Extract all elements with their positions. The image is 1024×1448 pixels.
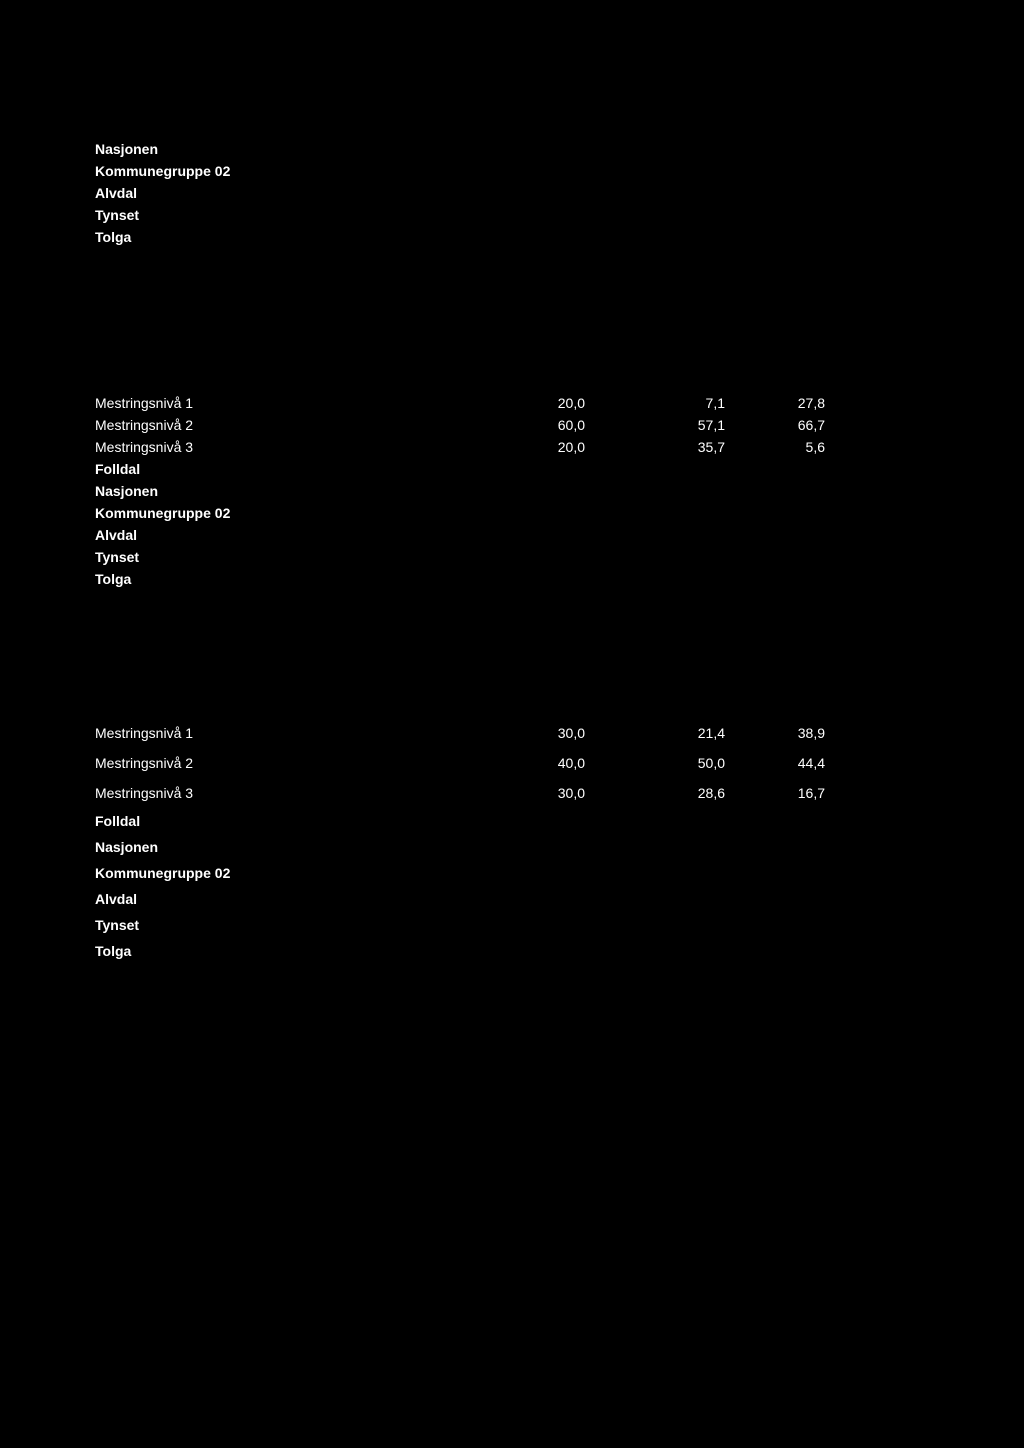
item-label: Kommunegruppe 02: [95, 865, 230, 881]
table-row: Mestringsnivå 3 30,0 28,6 16,7: [95, 778, 929, 808]
item-label: Folldal: [95, 461, 140, 477]
cell-value: 30,0: [465, 785, 585, 801]
item-label: Tynset: [95, 549, 139, 565]
list-item: Kommunegruppe 02: [95, 502, 929, 524]
list-item: Nasjonen: [95, 138, 929, 160]
cell-value: 20,0: [465, 395, 585, 411]
cell-value: 44,4: [725, 755, 825, 771]
cell-value: 21,4: [585, 725, 725, 741]
cell-value: 50,0: [585, 755, 725, 771]
item-label: Nasjonen: [95, 483, 158, 499]
cell-value: 35,7: [585, 439, 725, 455]
cell-value: 60,0: [465, 417, 585, 433]
row-label: Mestringsnivå 1: [95, 395, 465, 411]
item-label: Alvdal: [95, 891, 137, 907]
cell-value: 40,0: [465, 755, 585, 771]
cell-value: 20,0: [465, 439, 585, 455]
cell-value: 57,1: [585, 417, 725, 433]
table-row: Mestringsnivå 2 40,0 50,0 44,4: [95, 748, 929, 778]
row-label: Mestringsnivå 1: [95, 725, 465, 741]
list-item: Tolga: [95, 226, 929, 248]
list-item: Tolga: [95, 568, 929, 590]
list-item: Alvdal: [95, 886, 929, 912]
item-label: Kommunegruppe 02: [95, 163, 230, 179]
list-item: Tolga: [95, 938, 929, 964]
item-label: Tolga: [95, 571, 131, 587]
row-label: Mestringsnivå 2: [95, 755, 465, 771]
list-item: Nasjonen: [95, 834, 929, 860]
cell-value: 27,8: [725, 395, 825, 411]
block-1: Nasjonen Kommunegruppe 02 Alvdal Tynset …: [95, 138, 929, 248]
item-label: Nasjonen: [95, 141, 158, 157]
table-row: Mestringsnivå 1 30,0 21,4 38,9: [95, 718, 929, 748]
cell-value: 7,1: [585, 395, 725, 411]
list-item: Folldal: [95, 808, 929, 834]
list-item: Kommunegruppe 02: [95, 160, 929, 182]
item-label: Alvdal: [95, 185, 137, 201]
row-label: Mestringsnivå 3: [95, 785, 465, 801]
item-label: Tynset: [95, 207, 139, 223]
item-label: Tolga: [95, 229, 131, 245]
row-label: Mestringsnivå 2: [95, 417, 465, 433]
item-label: Tolga: [95, 943, 131, 959]
list-item: Alvdal: [95, 524, 929, 546]
cell-value: 30,0: [465, 725, 585, 741]
cell-value: 16,7: [725, 785, 825, 801]
list-item: Tynset: [95, 204, 929, 226]
list-item: Tynset: [95, 546, 929, 568]
table-row: Mestringsnivå 2 60,0 57,1 66,7: [95, 414, 929, 436]
list-item: Alvdal: [95, 182, 929, 204]
row-label: Mestringsnivå 3: [95, 439, 465, 455]
item-label: Tynset: [95, 917, 139, 933]
cell-value: 66,7: [725, 417, 825, 433]
list-item: Tynset: [95, 912, 929, 938]
table-row: Mestringsnivå 1 20,0 7,1 27,8: [95, 392, 929, 414]
list-item: Nasjonen: [95, 480, 929, 502]
item-label: Folldal: [95, 813, 140, 829]
cell-value: 5,6: [725, 439, 825, 455]
cell-value: 38,9: [725, 725, 825, 741]
block-3: Mestringsnivå 1 30,0 21,4 38,9 Mestrings…: [95, 718, 929, 964]
list-item: Kommunegruppe 02: [95, 860, 929, 886]
item-label: Kommunegruppe 02: [95, 505, 230, 521]
cell-value: 28,6: [585, 785, 725, 801]
block-2: Mestringsnivå 1 20,0 7,1 27,8 Mestringsn…: [95, 392, 929, 590]
list-item: Folldal: [95, 458, 929, 480]
table-row: Mestringsnivå 3 20,0 35,7 5,6: [95, 436, 929, 458]
item-label: Alvdal: [95, 527, 137, 543]
item-label: Nasjonen: [95, 839, 158, 855]
